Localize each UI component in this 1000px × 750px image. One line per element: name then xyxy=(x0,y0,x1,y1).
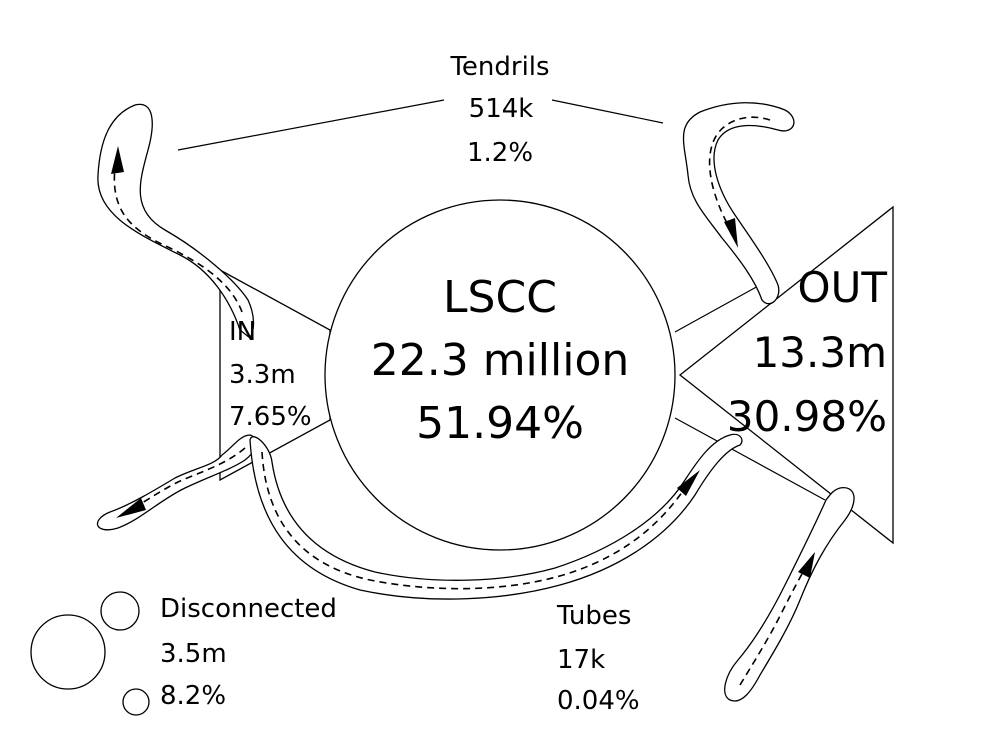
lscc-out-connector-bottom xyxy=(674,417,826,501)
out-tendril-upper-arrowhead xyxy=(724,218,738,248)
out-tendril-lower-flow xyxy=(739,559,811,686)
out-label: OUT xyxy=(798,263,888,312)
in-tendril-upper xyxy=(97,103,255,339)
in-tendril-upper-arrowhead xyxy=(111,146,124,174)
tube xyxy=(249,433,743,600)
tendrils-pointer-right xyxy=(551,99,664,124)
out-tendril-lower-arrowhead xyxy=(798,552,815,578)
out-shape xyxy=(678,205,894,545)
in-label: IN xyxy=(229,317,256,347)
tendrils-count: 514k xyxy=(469,94,534,124)
out-percent: 30.98% xyxy=(727,392,887,441)
in-count: 3.3m xyxy=(229,360,296,390)
out-tendril-lower xyxy=(724,487,855,702)
tendrils-percent: 1.2% xyxy=(467,138,533,168)
tube-arrowhead xyxy=(677,470,700,496)
disconnected-circle-small xyxy=(122,688,150,716)
lscc-percent: 51.94% xyxy=(416,398,584,449)
tendrils-label: Tendrils xyxy=(449,52,549,82)
disconnected-count: 3.5m xyxy=(160,639,227,669)
in-tendril-lower-flow xyxy=(123,447,246,515)
tubes-label: Tubes xyxy=(556,601,631,631)
tubes-percent: 0.04% xyxy=(557,686,640,716)
lscc-count: 22.3 million xyxy=(371,335,630,386)
out-tendril-upper xyxy=(682,102,795,305)
tendrils-pointer-left xyxy=(177,99,445,151)
disconnected-circle-medium xyxy=(100,591,140,631)
in-tendril-upper-flow xyxy=(113,159,243,313)
disconnected-circle-large xyxy=(30,614,106,690)
tube-flow xyxy=(261,451,686,590)
out-tendril-upper-flow xyxy=(708,116,771,226)
tubes-count: 17k xyxy=(557,645,605,675)
lscc-circle xyxy=(324,199,676,551)
out-count: 13.3m xyxy=(753,328,887,377)
in-tendril-lower-arrowhead xyxy=(116,498,146,518)
in-percent: 7.65% xyxy=(229,402,312,432)
disconnected-percent: 8.2% xyxy=(160,681,226,711)
lscc-out-connector-top xyxy=(674,284,761,333)
lscc-label: LSCC xyxy=(443,272,557,323)
disconnected-label: Disconnected xyxy=(160,594,337,624)
